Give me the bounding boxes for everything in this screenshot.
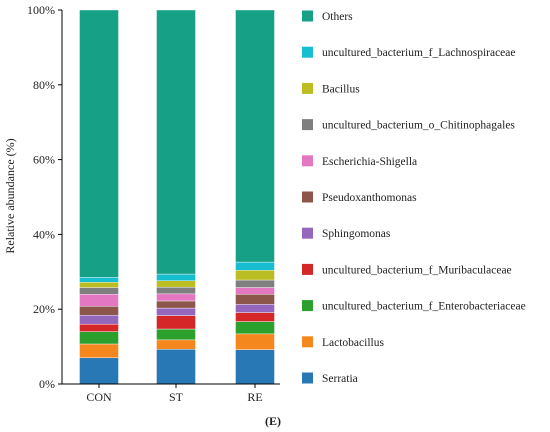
bar-segment	[235, 270, 275, 281]
legend-label: Sphingomonas	[322, 228, 391, 240]
legend-label: Escherichia-Shigella	[322, 156, 417, 168]
y-axis: 0% 20% 40% 60% 80% 100%	[27, 3, 63, 391]
y-tick-label: 100%	[27, 3, 55, 17]
legend-label: Lactobacillus	[322, 337, 384, 349]
legend-item: Bacillus	[302, 82, 360, 95]
bar-segment	[156, 328, 196, 341]
legend-swatch	[302, 82, 313, 94]
figure-caption: (E)	[265, 414, 281, 428]
bar-segment	[79, 306, 119, 316]
bar-segment	[235, 9, 275, 263]
bar-stack-re	[235, 9, 275, 385]
bar-stack-st	[156, 9, 196, 385]
legend-swatch	[302, 300, 313, 312]
bar-segment	[79, 314, 119, 325]
bar-segment	[235, 287, 275, 295]
legend-item: uncultured_bacterium_f_Muribaculaceae	[302, 263, 512, 276]
legend-item: Pseudoxanthomonas	[302, 191, 417, 204]
y-axis-title: Relative abundance (%)	[3, 138, 17, 253]
legend-item: uncultured_bacterium_f_Enterobacteriacea…	[302, 300, 526, 313]
legend-label: Serratia	[322, 373, 358, 385]
bar-segment	[235, 321, 275, 335]
legend-label: uncultured_bacterium_o_Chitinophagales	[322, 120, 515, 132]
bar-segment	[79, 323, 119, 332]
legend-item: Escherichia-Shigella	[302, 155, 417, 168]
bar-stack-con	[79, 9, 119, 385]
bar-segment	[156, 293, 196, 302]
bar-segment	[156, 286, 196, 295]
bar-segment	[156, 280, 196, 288]
legend-item: uncultured_bacterium_o_Chitinophagales	[302, 119, 515, 132]
legend-swatch	[302, 336, 313, 348]
bar-segment	[235, 333, 275, 350]
y-tick-label: 0%	[39, 377, 55, 391]
legend: Others uncultured_bacterium_f_Lachnospira…	[302, 10, 526, 385]
legend-swatch	[302, 191, 313, 203]
x-axis: CON ST RE	[62, 383, 280, 404]
bar-segment	[235, 294, 275, 305]
bar-segment	[156, 339, 196, 350]
plot-area	[79, 9, 275, 385]
bar-segment	[79, 294, 119, 307]
legend-item: Serratia	[302, 372, 358, 385]
y-tick-label: 20%	[33, 302, 55, 316]
legend-label: uncultured_bacterium_f_Enterobacteriacea…	[322, 301, 526, 313]
legend-item: Lactobacillus	[302, 336, 384, 349]
bar-segment	[156, 307, 196, 316]
bar-segment	[79, 9, 119, 278]
y-tick-label: 80%	[33, 78, 55, 92]
legend-label: uncultured_bacterium_f_Lachnospiraceae	[322, 47, 516, 59]
legend-label: Others	[322, 11, 353, 23]
legend-swatch	[302, 155, 313, 167]
y-tick-label: 40%	[33, 227, 55, 241]
bar-segment	[235, 304, 275, 313]
legend-item: Others	[302, 10, 353, 23]
legend-label: uncultured_bacterium_f_Muribaculaceae	[322, 264, 512, 276]
bar-segment	[156, 273, 196, 281]
legend-swatch	[302, 119, 313, 131]
x-tick-label: RE	[247, 390, 262, 404]
legend-item: uncultured_bacterium_f_Lachnospiraceae	[302, 46, 516, 59]
bar-segment	[235, 349, 275, 385]
legend-swatch	[302, 263, 313, 275]
bar-segment	[235, 279, 275, 288]
bar-segment	[156, 300, 196, 309]
x-tick-label: CON	[86, 390, 112, 404]
x-tick-label: ST	[169, 390, 184, 404]
bar-segment	[156, 349, 196, 385]
y-tick-label: 60%	[33, 153, 55, 167]
bar-segment	[235, 312, 275, 322]
bar-segment	[79, 277, 119, 283]
bar-segment	[79, 343, 119, 359]
legend-swatch	[302, 10, 313, 22]
legend-label: Bacillus	[322, 83, 360, 95]
legend-swatch	[302, 46, 313, 58]
legend-swatch	[302, 227, 313, 239]
bar-segment	[79, 287, 119, 295]
legend-item: Sphingomonas	[302, 227, 391, 240]
bar-segment	[79, 331, 119, 345]
bar-segment	[79, 282, 119, 288]
bar-segment	[156, 9, 196, 275]
bar-segment	[79, 357, 119, 385]
legend-label: Pseudoxanthomonas	[322, 192, 417, 204]
legend-swatch	[302, 372, 313, 384]
bar-segment	[156, 315, 196, 330]
bar-segment	[235, 261, 275, 271]
